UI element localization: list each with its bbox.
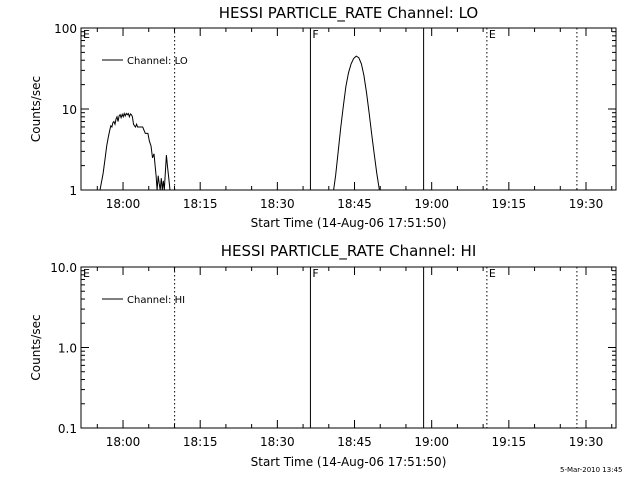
panel2-xtick-label-0: 18:00 (106, 435, 141, 449)
panel1-plot-frame (80, 27, 617, 191)
panel1-y-axis-label: Counts/sec (29, 76, 43, 142)
panel2-xtick-label-3: 18:45 (337, 435, 372, 449)
panel2-ytick-label-2: 10.0 (50, 261, 77, 275)
panel1-xtick-label-2: 18:30 (260, 197, 295, 211)
panel1-ytick-label-2: 100 (54, 22, 77, 36)
panel2-ytick-label-0: 0.1 (58, 422, 77, 436)
panel2-legend-entry-0: Channel: HI (127, 295, 185, 306)
timestamp-stamp: 5-Mar-2010 13:45 (560, 466, 623, 474)
panel2-y-axis-label: Counts/sec (29, 314, 43, 380)
panel2-ytick-label-1: 1.0 (58, 342, 77, 356)
panel2-plot-frame (80, 266, 617, 429)
panel1-xtick-label-1: 18:15 (183, 197, 218, 211)
panel1-xtick-label-3: 18:45 (337, 197, 372, 211)
panel2-marker-label-0: E (83, 267, 90, 280)
panel1-series-line-0 (99, 111, 172, 190)
panel1-x-axis-label: Start Time (14-Aug-06 17:51:50) (251, 216, 447, 230)
panel1-xtick-label-6: 19:30 (569, 197, 604, 211)
panel1-marker-label-2: F (312, 28, 318, 41)
panel1-xtick-label-4: 19:00 (414, 197, 449, 211)
panel2-xtick-label-6: 19:30 (569, 435, 604, 449)
panel1-ytick-label-0: 1 (69, 184, 77, 198)
panel2-marker-label-4: E (489, 267, 496, 280)
panel1-marker-label-4: E (489, 28, 496, 41)
panel2-marker-label-2: F (312, 267, 318, 280)
panel2-xtick-label-2: 18:30 (260, 435, 295, 449)
panel2-xtick-label-1: 18:15 (183, 435, 218, 449)
panel1-marker-label-0: E (83, 28, 90, 41)
panel2-title: HESSI PARTICLE_RATE Channel: HI (221, 242, 477, 261)
panel1-ytick-label-1: 10 (62, 103, 77, 117)
panel1-title: HESSI PARTICLE_RATE Channel: LO (219, 4, 478, 23)
panel2-xtick-label-5: 19:15 (492, 435, 527, 449)
panel2-x-axis-label: Start Time (14-Aug-06 17:51:50) (251, 455, 447, 469)
panel1-xtick-label-0: 18:00 (106, 197, 141, 211)
panel2-xtick-label-4: 19:00 (414, 435, 449, 449)
panel1-xtick-label-5: 19:15 (492, 197, 527, 211)
panel1-legend-entry-0: Channel: LO (127, 56, 188, 67)
panel1-series-line-1 (333, 55, 380, 190)
